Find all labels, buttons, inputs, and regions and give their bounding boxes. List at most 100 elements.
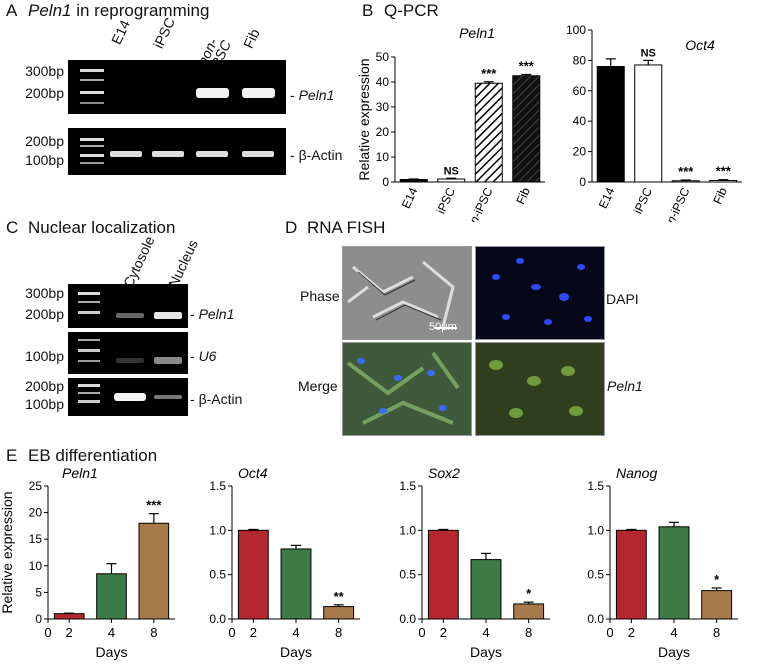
- nucleus-dot: [516, 258, 524, 264]
- band-cytosole: [116, 358, 144, 363]
- band-nucleus: [154, 312, 182, 319]
- bar: [96, 573, 127, 620]
- x-tick-label: 8: [150, 625, 157, 640]
- gel-c1-marker-200: 200bp: [25, 306, 64, 322]
- bar: [474, 82, 503, 183]
- gel-a2-marker-200: 200bp: [25, 133, 64, 149]
- nucleus-dot: [569, 406, 583, 416]
- micrograph-merge: [342, 342, 472, 436]
- panel-d-title: RNA FISH: [307, 218, 386, 237]
- ladder-band: [80, 145, 104, 147]
- ladder-band: [78, 311, 100, 314]
- ladder-band: [78, 339, 100, 341]
- panel-a-title-gene: Peln1: [28, 1, 72, 20]
- gel-c1-marker-300: 300bp: [25, 285, 64, 301]
- x-tick-label: Fib: [710, 185, 730, 206]
- chart-e-oct4: 0.0 0.5 1.0 1.5 2 4 ** 8 0 Oct4 Days: [209, 466, 360, 660]
- nucleus-dot: [527, 376, 541, 386]
- x-tick-label: iPSC: [434, 185, 458, 216]
- label-peln1: Peln1: [607, 378, 643, 394]
- band-non-ipsc: [196, 88, 229, 98]
- gel-a2-marker-100: 100bp: [25, 152, 64, 168]
- bar: [658, 526, 690, 620]
- y-tick-label: 10: [29, 559, 43, 573]
- gel-c2-marker-100: 100bp: [25, 348, 64, 364]
- ladder-band: [78, 349, 100, 352]
- y-tick-label: 80: [573, 53, 587, 67]
- y-tick-label: 20: [573, 145, 587, 159]
- lane-label-e14: E14: [108, 17, 134, 47]
- band-fib: [242, 88, 275, 98]
- x-tick-label: 2: [440, 625, 447, 640]
- x-tick-label: 4: [292, 625, 299, 640]
- bar: [427, 529, 459, 620]
- chart-title: Peln1: [459, 25, 495, 41]
- bar: [323, 606, 355, 620]
- panel-a-title-rest: in reprogramming: [71, 1, 210, 20]
- y-tick-label: 1.5: [399, 479, 416, 493]
- gel-c3-marker-100: 100bp: [25, 396, 64, 412]
- bar: [437, 178, 466, 183]
- x-tick-label: 2: [66, 625, 73, 640]
- cell-outline: [357, 271, 442, 321]
- micrograph-phase: 50μm: [342, 246, 472, 340]
- significance-label: *: [714, 572, 720, 587]
- ladder-band: [78, 360, 100, 362]
- chart-e-peln1: 0 5 10 15 20 25 2 4 *** 8 0 Peln1 Relative expressio…: [0, 466, 175, 660]
- bar: [399, 179, 428, 183]
- lane-label-fib: Fib: [240, 26, 263, 51]
- ladder-band: [80, 162, 104, 164]
- y-tick-label: 1.5: [587, 479, 604, 493]
- y-tick-label: 1.0: [399, 523, 416, 537]
- y-tick-label: 0: [579, 175, 586, 189]
- bar: [671, 180, 700, 183]
- nucleus-dot: [394, 375, 402, 381]
- gel-a1-marker-300: 300bp: [25, 63, 64, 79]
- chart-title: Nanog: [616, 466, 657, 481]
- gel-c2-label: - U6: [190, 348, 217, 364]
- micro-bg: [343, 247, 471, 339]
- panel-a-letter: A: [6, 1, 18, 20]
- band-cytosole: [114, 393, 146, 401]
- x-tick-label-zero: 0: [606, 625, 613, 640]
- ladder-band: [78, 400, 100, 403]
- ladder-band: [78, 384, 100, 387]
- y-tick-label: 20: [376, 125, 390, 139]
- x-axis-label: Days: [470, 644, 502, 660]
- band-nucleus: [154, 395, 182, 399]
- y-tick-label: 0: [35, 612, 42, 626]
- bar: [701, 590, 733, 620]
- x-tick-label: 8: [713, 625, 720, 640]
- gel-a2: [68, 128, 286, 175]
- nucleus-dot: [502, 314, 510, 320]
- band-non-ipsc: [196, 151, 228, 157]
- bar: [634, 64, 663, 183]
- significance-label: *: [526, 586, 532, 601]
- x-tick-label-zero: 0: [44, 625, 51, 640]
- nucleus-dot: [357, 358, 365, 364]
- ladder-band: [80, 79, 104, 81]
- nucleus-dot: [379, 408, 387, 414]
- x-tick-label-zero: 0: [228, 625, 235, 640]
- x-tick-label: 8: [525, 625, 532, 640]
- significance-label: ***: [146, 498, 162, 513]
- y-tick-label: 60: [573, 84, 587, 98]
- x-tick-label: E14: [399, 185, 421, 211]
- y-tick-label: 0: [382, 175, 389, 189]
- y-tick-label: 0.0: [587, 612, 604, 626]
- y-tick-label: 20: [29, 506, 43, 520]
- nucleus-dot: [577, 264, 585, 270]
- micrograph-dapi: [475, 246, 605, 340]
- chart-e-nanog: 0.0 0.5 1.0 1.5 2 4 * 8 0 Nanog Days: [587, 466, 738, 660]
- x-axis-label: Days: [96, 644, 128, 660]
- y-tick-label: 25: [29, 479, 43, 493]
- ladder-band: [80, 102, 104, 104]
- y-tick-label: 100: [566, 23, 586, 37]
- ladder-band: [80, 154, 104, 157]
- gel-a1: [68, 60, 286, 114]
- bar: [596, 65, 625, 183]
- label-merge: Merge: [298, 378, 338, 394]
- band-nucleus: [154, 357, 182, 364]
- nucleus-dot: [584, 316, 592, 322]
- y-tick-label: 50: [376, 50, 390, 64]
